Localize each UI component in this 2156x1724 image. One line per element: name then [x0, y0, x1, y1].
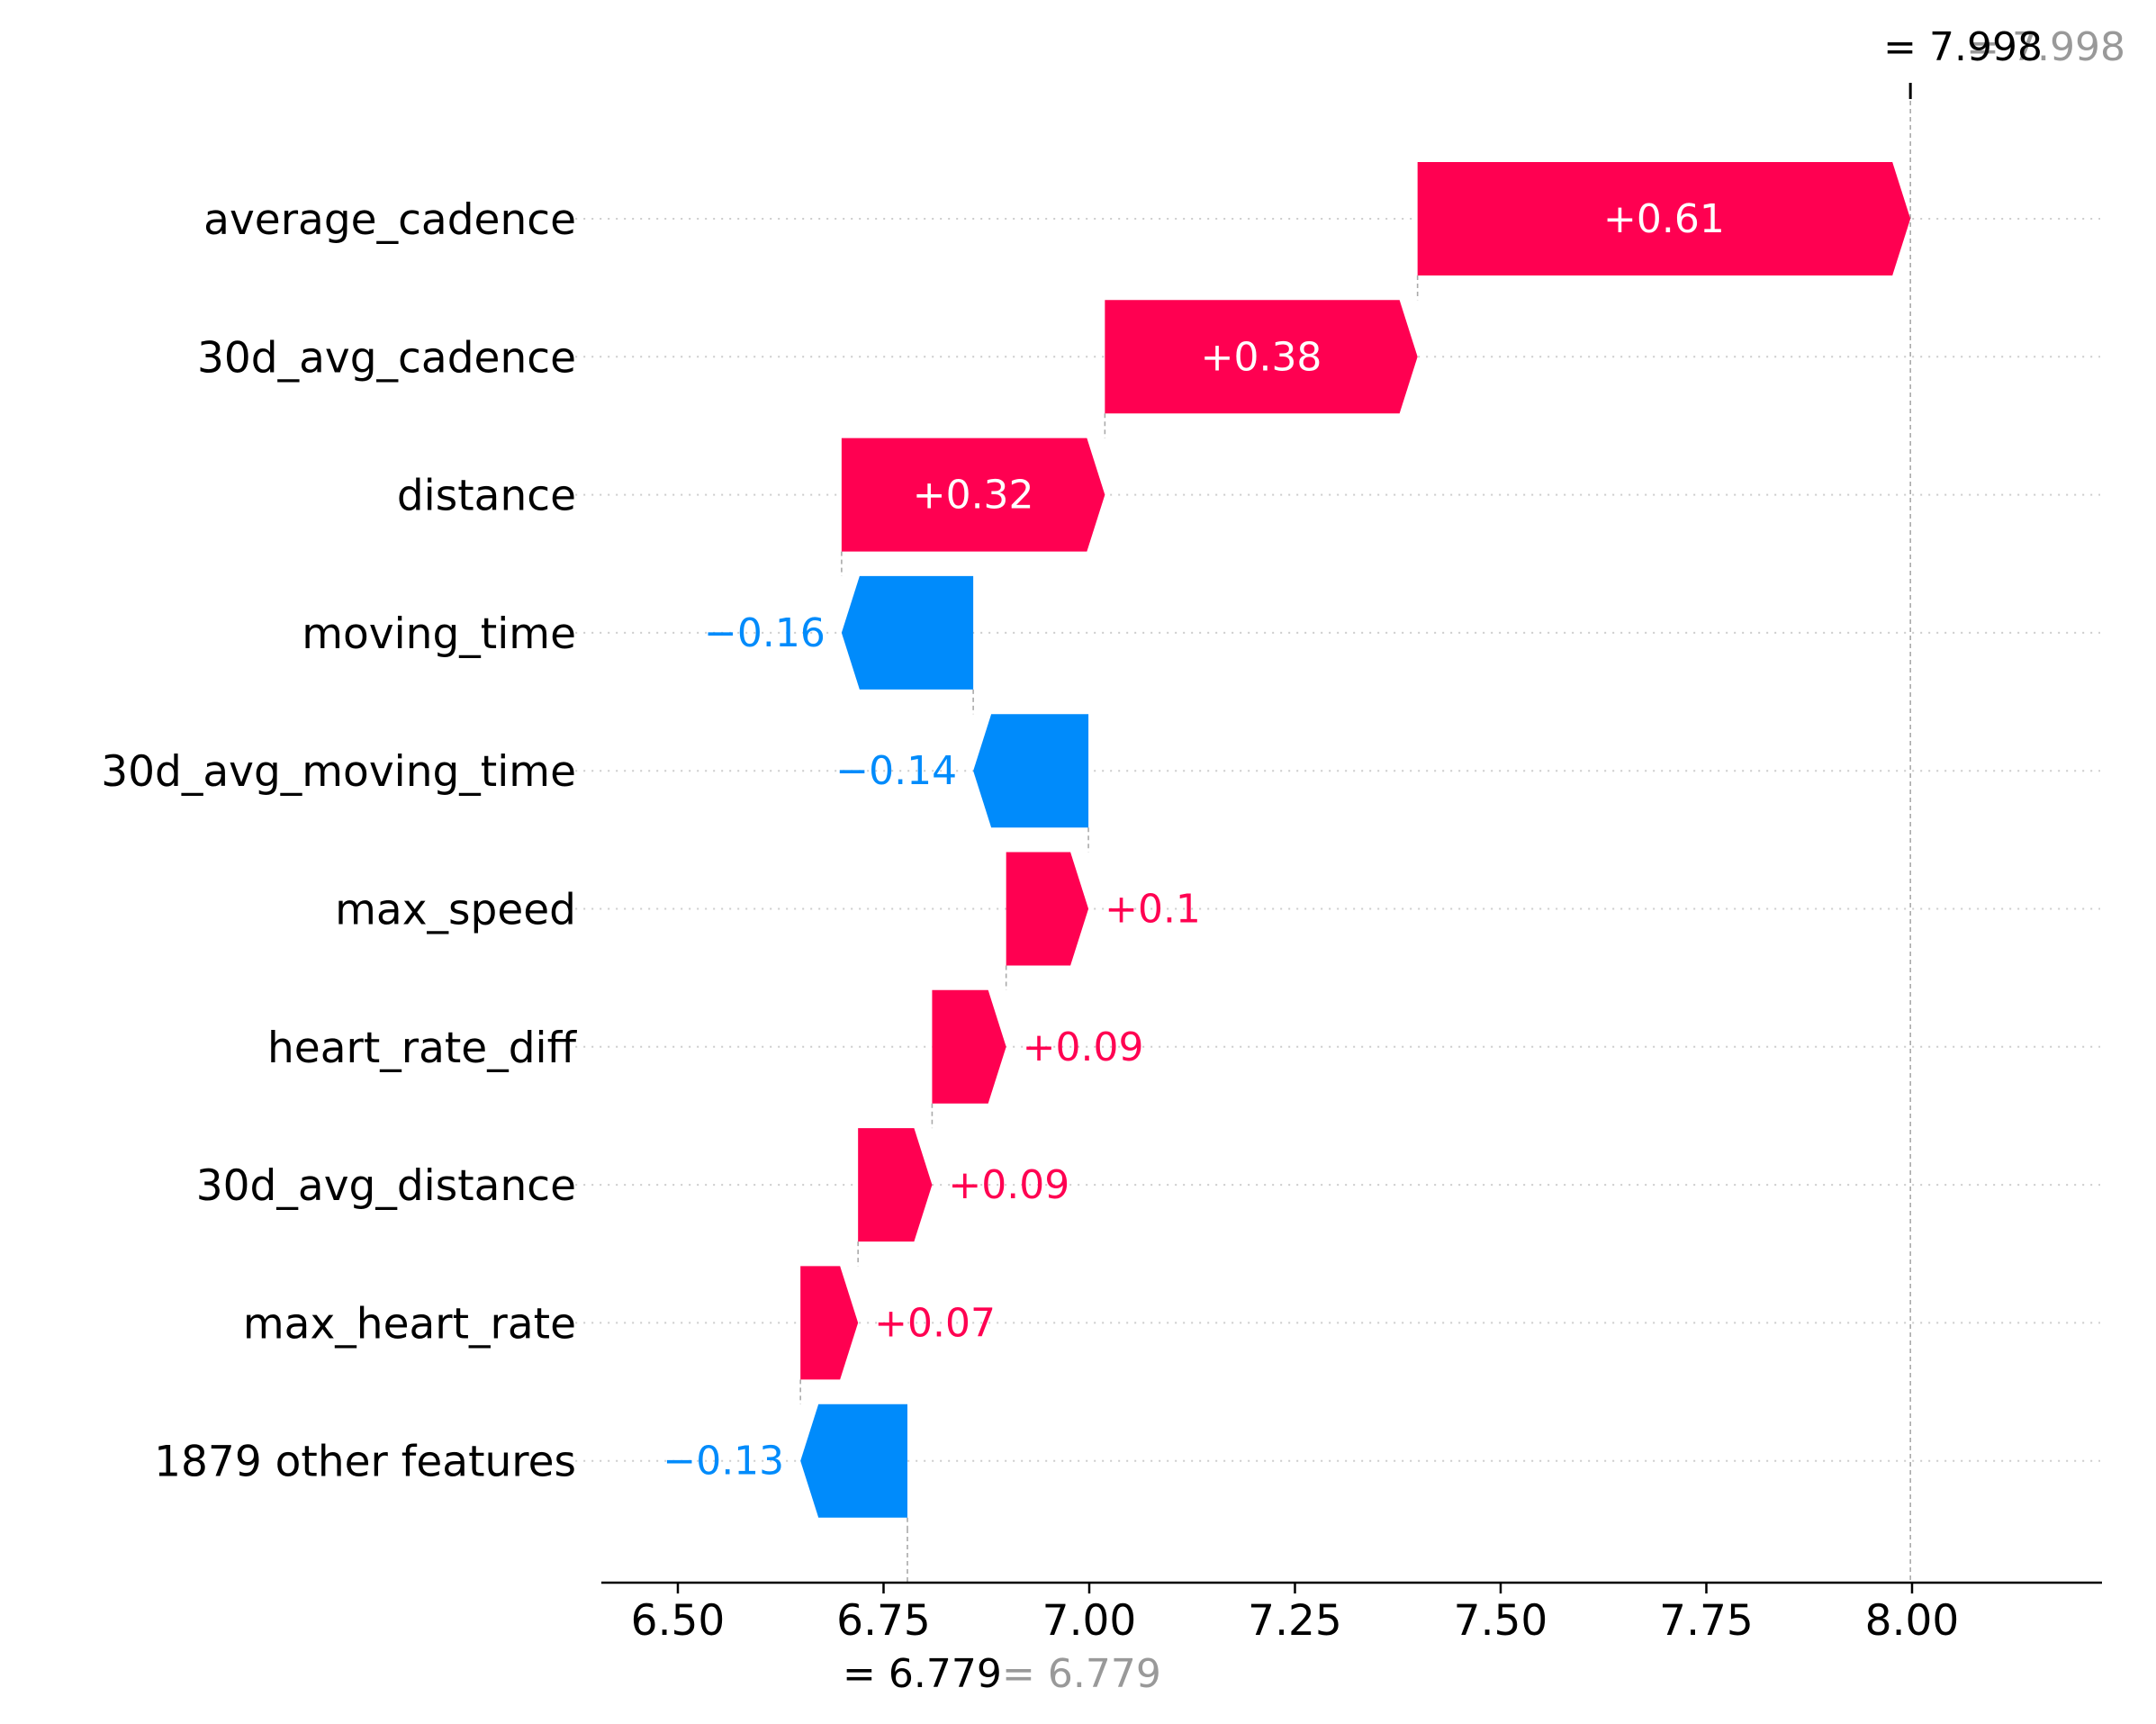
- bar-30d_avg_cadence: [1105, 300, 1418, 414]
- prediction-annotation: = 7.998: [1883, 24, 2043, 70]
- feature-label: average_cadence: [203, 195, 576, 245]
- value-label: +0.61: [1603, 196, 1725, 242]
- x-axis: 6.50 6.75 7.00 7.25 7.50 7.75 8.00: [601, 1581, 2102, 1646]
- bar-heart_rate_diff: [932, 989, 1006, 1104]
- base-annotation-grey: = 6.779: [1002, 1651, 1161, 1697]
- bar-average_cadence: [1417, 162, 1911, 275]
- value-label: +0.09: [948, 1162, 1069, 1208]
- feature-label: moving_time: [302, 609, 576, 659]
- value-label: +0.1: [1105, 887, 1201, 933]
- feature-label: max_speed: [335, 886, 576, 935]
- bar-30d_avg_moving_time: [973, 714, 1089, 828]
- x-tick-label: 7.75: [1659, 1596, 1754, 1646]
- x-tick-label: 6.50: [631, 1596, 726, 1646]
- x-tick-label: 6.75: [836, 1596, 931, 1646]
- bar-max_speed: [1006, 852, 1089, 966]
- value-label: +0.38: [1201, 334, 1322, 380]
- bar-max_heart_rate: [800, 1266, 859, 1380]
- connector-lines: [799, 101, 1911, 1583]
- value-label: −0.13: [663, 1439, 784, 1485]
- feature-label: 30d_avg_distance: [196, 1161, 576, 1211]
- x-tick-label: 8.00: [1865, 1596, 1960, 1646]
- feature-label: distance: [397, 472, 576, 521]
- x-tick-label: 7.50: [1454, 1596, 1548, 1646]
- bars: [800, 162, 1911, 1518]
- bar-moving_time: [841, 575, 974, 690]
- value-label: −0.16: [704, 610, 825, 656]
- feature-label: 30d_avg_moving_time: [101, 747, 576, 797]
- prediction-annotation-grey: = 7.998: [1966, 24, 2125, 70]
- value-label: +0.07: [874, 1300, 996, 1346]
- value-labels: +0.61 +0.38 +0.32 −0.16 −0.14 +0.1 +0.09 +0.09 +…: [663, 196, 1725, 1485]
- bar-distance: [841, 438, 1105, 552]
- feature-label: heart_rate_diff: [267, 1024, 578, 1073]
- feature-label: 1879 other features: [154, 1438, 576, 1487]
- value-label: −0.14: [835, 748, 957, 794]
- bar-30d_avg_distance: [858, 1128, 933, 1242]
- bar-1879-other-features: [800, 1404, 908, 1518]
- annotations: = 7.998= 7.998 = 6.779= 6.779: [843, 24, 2125, 1697]
- feature-labels: average_cadence 30d_avg_cadence distance mo…: [101, 195, 577, 1487]
- value-label: +0.09: [1023, 1024, 1144, 1070]
- value-label: +0.32: [913, 473, 1034, 519]
- x-tick-label: 7.00: [1042, 1596, 1137, 1646]
- feature-label: max_heart_rate: [243, 1299, 576, 1349]
- x-tick-label: 7.25: [1248, 1596, 1342, 1646]
- base-annotation: = 6.779: [843, 1651, 1002, 1697]
- feature-label: 30d_avg_cadence: [197, 333, 576, 383]
